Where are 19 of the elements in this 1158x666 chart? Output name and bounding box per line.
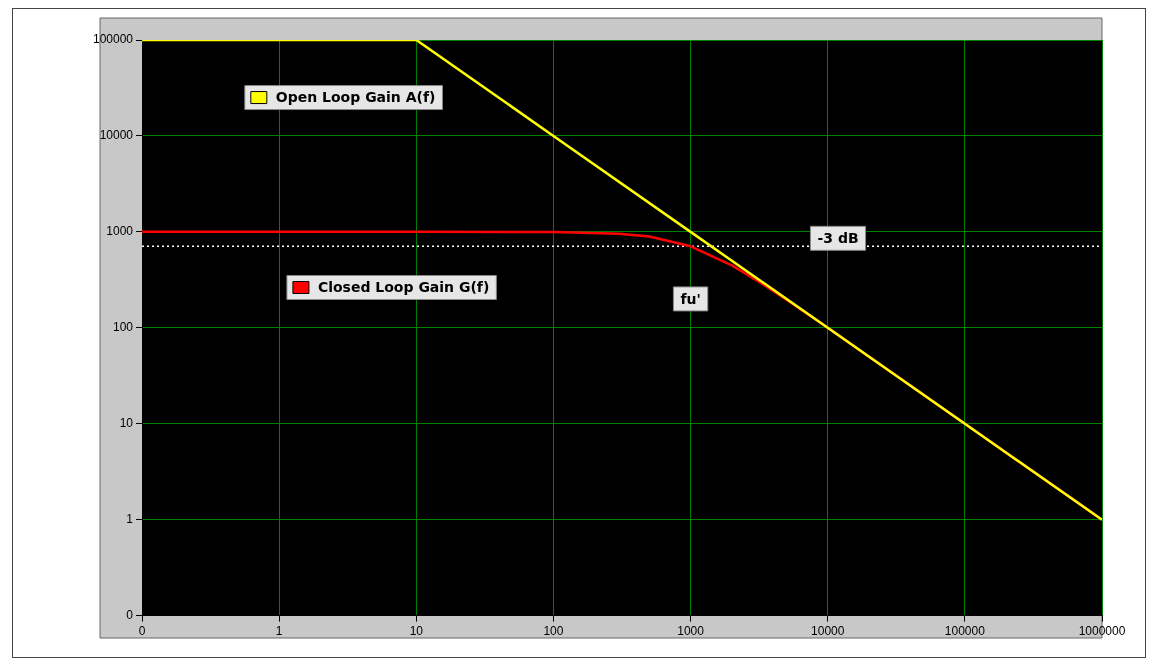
legend-label: Open Loop Gain A(f): [275, 89, 436, 106]
y-tick-label: 10000: [99, 128, 134, 143]
x-tick-label: 100000: [944, 624, 986, 639]
y-tick-label: 1: [126, 511, 134, 526]
y-tick-label: 1000: [106, 224, 134, 239]
y-tick-label: 100: [113, 320, 134, 335]
y-tick-label: 10: [119, 416, 134, 431]
legend-label: Closed Loop Gain G(f): [317, 279, 490, 296]
y-tick-label: 100000: [93, 32, 134, 47]
y-tick-label: 0: [126, 607, 134, 622]
x-tick-label: 1: [275, 624, 283, 639]
annotation: fu': [680, 290, 701, 307]
ref-line-label: -3 dB: [817, 229, 859, 246]
x-tick-label: 10000: [811, 624, 845, 639]
x-tick-label: 10: [409, 624, 424, 639]
x-tick-label: 1000: [677, 624, 705, 639]
x-tick-label: 100: [543, 624, 564, 639]
x-tick-label: 1000000: [1078, 624, 1126, 639]
x-tick-label: 0: [138, 624, 146, 639]
